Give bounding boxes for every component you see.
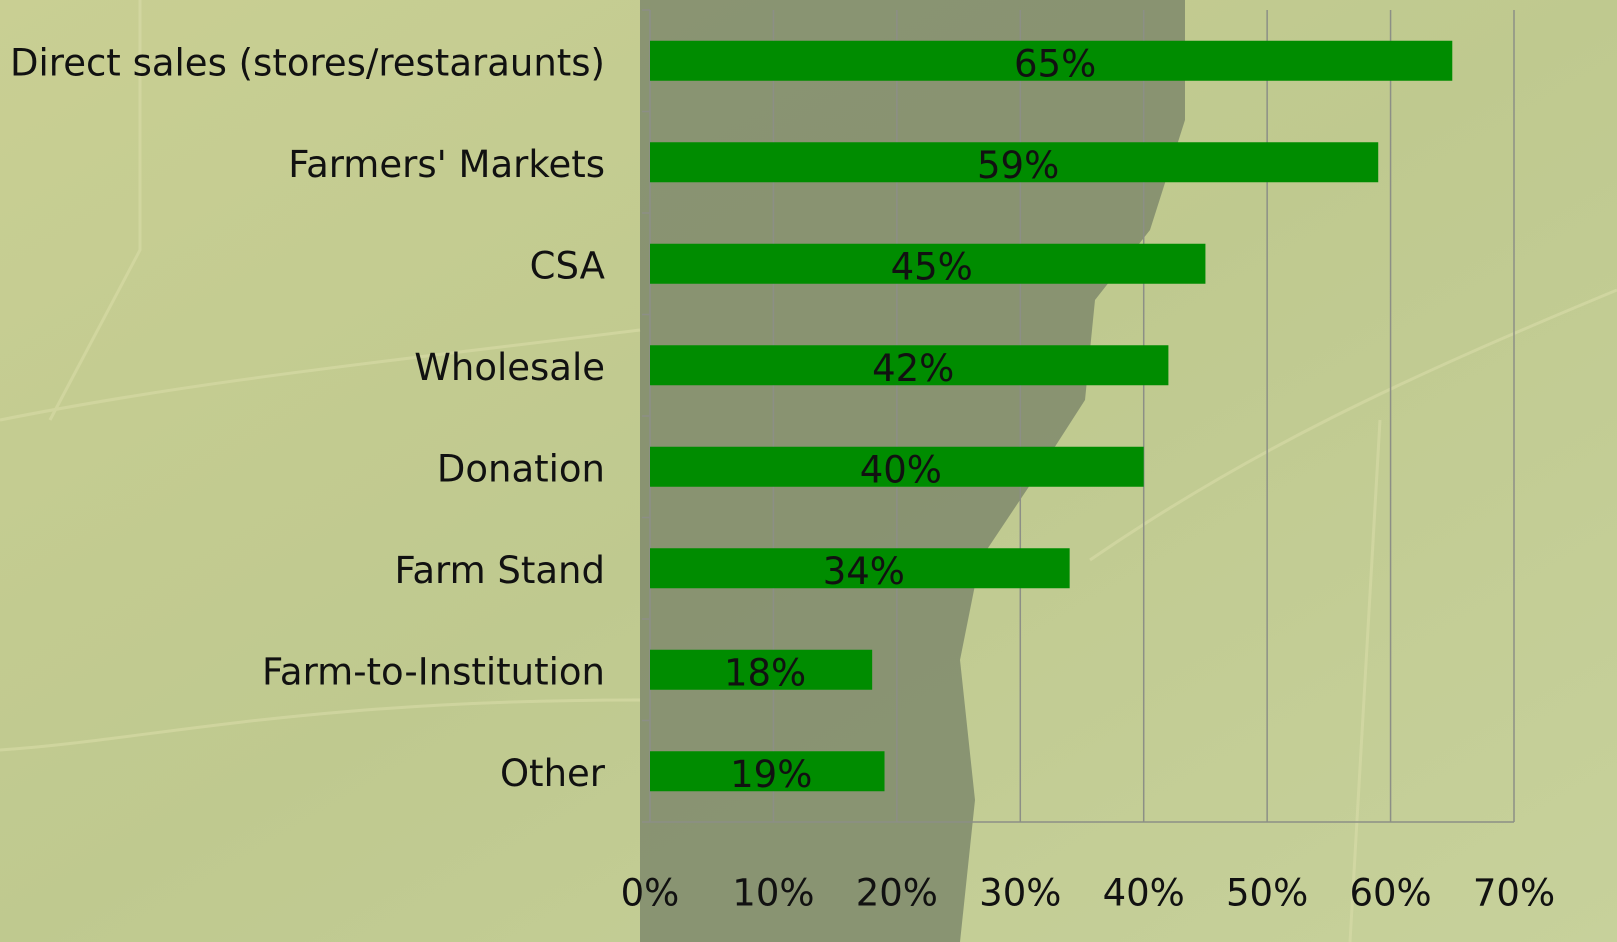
chart: 0% 10% 20% 30% 40% 50% 60% 70% Direct sales (sto… [0, 0, 1617, 942]
category-label: Farm Stand [394, 549, 605, 592]
x-tick-label: 30% [979, 872, 1061, 915]
page: {"chart_data": {"type": "bar", "orientat… [0, 0, 1617, 942]
value-label: 65% [1014, 42, 1096, 85]
value-label: 59% [977, 144, 1059, 187]
x-tick-label: 10% [732, 872, 814, 915]
value-label: 45% [891, 245, 973, 288]
category-label: Farmers' Markets [288, 143, 605, 186]
value-label: 40% [860, 448, 942, 491]
category-label: Farm-to-Institution [262, 650, 605, 693]
x-tick-label: 0% [621, 872, 680, 915]
category-label: Donation [437, 447, 605, 490]
x-tick-label: 40% [1103, 872, 1185, 915]
x-tick-label: 20% [856, 872, 938, 915]
value-label: 19% [730, 753, 812, 796]
category-label: Direct sales (stores/restaraunts) [10, 41, 605, 84]
x-tick-label: 50% [1226, 872, 1308, 915]
x-tick-label: 70% [1473, 872, 1555, 915]
value-label: 18% [724, 651, 806, 694]
value-label: 42% [872, 347, 954, 390]
value-label: 34% [823, 550, 905, 593]
category-label: CSA [530, 244, 605, 287]
x-tick-label: 60% [1349, 872, 1431, 915]
category-label: Other [500, 752, 606, 795]
category-label: Wholesale [414, 346, 605, 389]
